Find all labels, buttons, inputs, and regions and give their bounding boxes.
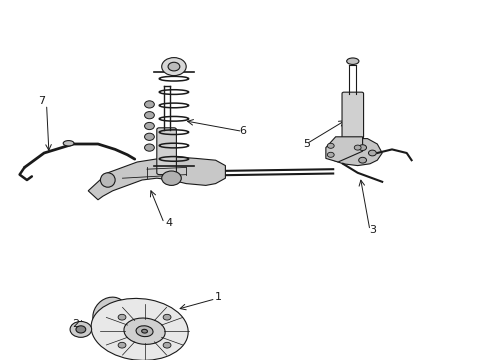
Text: 5: 5 bbox=[303, 139, 310, 149]
Circle shape bbox=[359, 145, 367, 150]
Polygon shape bbox=[88, 157, 225, 200]
Polygon shape bbox=[326, 137, 363, 162]
Circle shape bbox=[162, 58, 186, 76]
Circle shape bbox=[118, 314, 126, 320]
Circle shape bbox=[168, 62, 180, 71]
Circle shape bbox=[163, 342, 171, 348]
Circle shape bbox=[145, 122, 154, 130]
Circle shape bbox=[145, 101, 154, 108]
Text: 3: 3 bbox=[369, 225, 376, 235]
Circle shape bbox=[163, 314, 171, 320]
Circle shape bbox=[70, 321, 92, 337]
Text: 4: 4 bbox=[166, 218, 172, 228]
Circle shape bbox=[145, 133, 154, 140]
Polygon shape bbox=[333, 139, 382, 166]
Ellipse shape bbox=[142, 329, 147, 333]
Ellipse shape bbox=[93, 297, 128, 333]
Circle shape bbox=[145, 144, 154, 151]
Circle shape bbox=[118, 342, 126, 348]
Circle shape bbox=[162, 171, 181, 185]
Ellipse shape bbox=[100, 173, 115, 187]
Circle shape bbox=[145, 112, 154, 119]
Ellipse shape bbox=[124, 318, 165, 345]
Circle shape bbox=[327, 152, 334, 157]
Circle shape bbox=[327, 143, 334, 148]
Text: 7: 7 bbox=[38, 96, 45, 106]
FancyBboxPatch shape bbox=[157, 128, 176, 175]
Circle shape bbox=[359, 157, 367, 163]
Text: 6: 6 bbox=[239, 126, 246, 136]
Circle shape bbox=[354, 145, 361, 150]
Ellipse shape bbox=[63, 141, 74, 146]
Ellipse shape bbox=[136, 326, 153, 337]
Circle shape bbox=[76, 326, 86, 333]
Ellipse shape bbox=[91, 298, 188, 360]
Text: 2: 2 bbox=[73, 319, 79, 329]
FancyBboxPatch shape bbox=[342, 92, 364, 138]
Ellipse shape bbox=[346, 58, 359, 64]
Circle shape bbox=[368, 150, 376, 156]
Text: 1: 1 bbox=[215, 292, 221, 302]
